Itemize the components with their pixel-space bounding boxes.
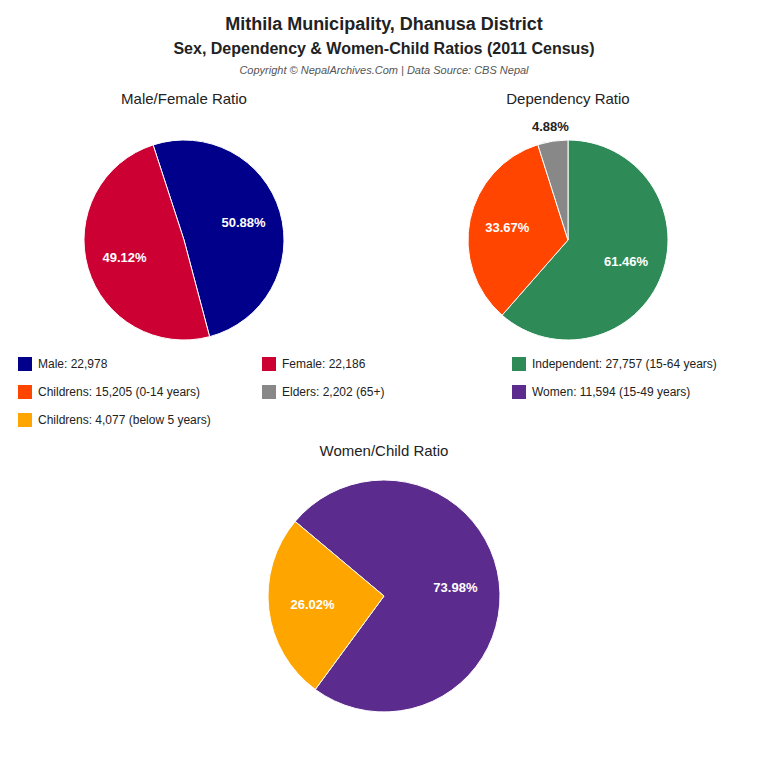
data-label: 73.98% bbox=[433, 580, 478, 595]
legend-label: Male: 22,978 bbox=[38, 357, 108, 371]
data-labels: 73.98% 26.02% bbox=[291, 580, 478, 612]
legend-item: Women: 11,594 (15-49 years) bbox=[512, 385, 690, 399]
data-label: 4.88% bbox=[532, 119, 569, 134]
pie: 73.98% 26.02% bbox=[268, 480, 500, 712]
legend-item: Childrens: 15,205 (0-14 years) bbox=[18, 385, 200, 399]
pie-slice bbox=[268, 521, 384, 689]
data-label: 50.88% bbox=[221, 215, 266, 230]
pie: 50.88% 49.12% bbox=[84, 140, 284, 340]
data-labels: 61.46% 33.67% 4.88% bbox=[485, 119, 648, 269]
legend-swatch bbox=[18, 385, 32, 399]
subtitle: Sex, Dependency & Women-Child Ratios (20… bbox=[173, 40, 594, 57]
legend-swatch bbox=[18, 357, 32, 371]
legend-label: Female: 22,186 bbox=[282, 357, 366, 371]
pie-title: Dependency Ratio bbox=[506, 90, 629, 107]
data-label: 26.02% bbox=[291, 597, 336, 612]
data-labels: 50.88% 49.12% bbox=[102, 215, 265, 265]
slices bbox=[468, 140, 668, 340]
legend: Male: 22,978 Female: 22,186 Independent: 2… bbox=[18, 357, 717, 427]
legend-swatch bbox=[18, 413, 32, 427]
annotation: Copyright © NepalArchives.Com | Data Sou… bbox=[239, 64, 529, 76]
legend-swatch bbox=[262, 385, 276, 399]
legend-swatch bbox=[262, 357, 276, 371]
pie: 61.46% 33.67% 4.88% bbox=[468, 119, 668, 340]
data-label: 49.12% bbox=[102, 250, 147, 265]
legend-label: Childrens: 15,205 (0-14 years) bbox=[38, 385, 200, 399]
chart: Mithila Municipality, Dhanusa District Se… bbox=[0, 0, 768, 768]
legend-item: Independent: 27,757 (15-64 years) bbox=[512, 357, 717, 371]
legend-item: Male: 22,978 bbox=[18, 357, 108, 371]
pie-title: Women/Child Ratio bbox=[320, 442, 449, 459]
legend-swatch bbox=[512, 385, 526, 399]
slices bbox=[268, 480, 500, 712]
legend-item: Female: 22,186 bbox=[262, 357, 366, 371]
legend-item: Elders: 2,202 (65+) bbox=[262, 385, 384, 399]
legend-item: Childrens: 4,077 (below 5 years) bbox=[18, 413, 211, 427]
data-label: 61.46% bbox=[604, 254, 649, 269]
slices bbox=[84, 140, 284, 340]
title: Mithila Municipality, Dhanusa District bbox=[225, 14, 543, 34]
data-label: 33.67% bbox=[485, 220, 530, 235]
pie-title: Male/Female Ratio bbox=[121, 90, 247, 107]
legend-swatch bbox=[512, 357, 526, 371]
legend-label: Independent: 27,757 (15-64 years) bbox=[532, 357, 717, 371]
legend-label: Childrens: 4,077 (below 5 years) bbox=[38, 413, 211, 427]
pie-slice bbox=[84, 145, 210, 340]
legend-label: Elders: 2,202 (65+) bbox=[282, 385, 384, 399]
pie-slice bbox=[538, 140, 568, 240]
legend-label: Women: 11,594 (15-49 years) bbox=[532, 385, 690, 399]
